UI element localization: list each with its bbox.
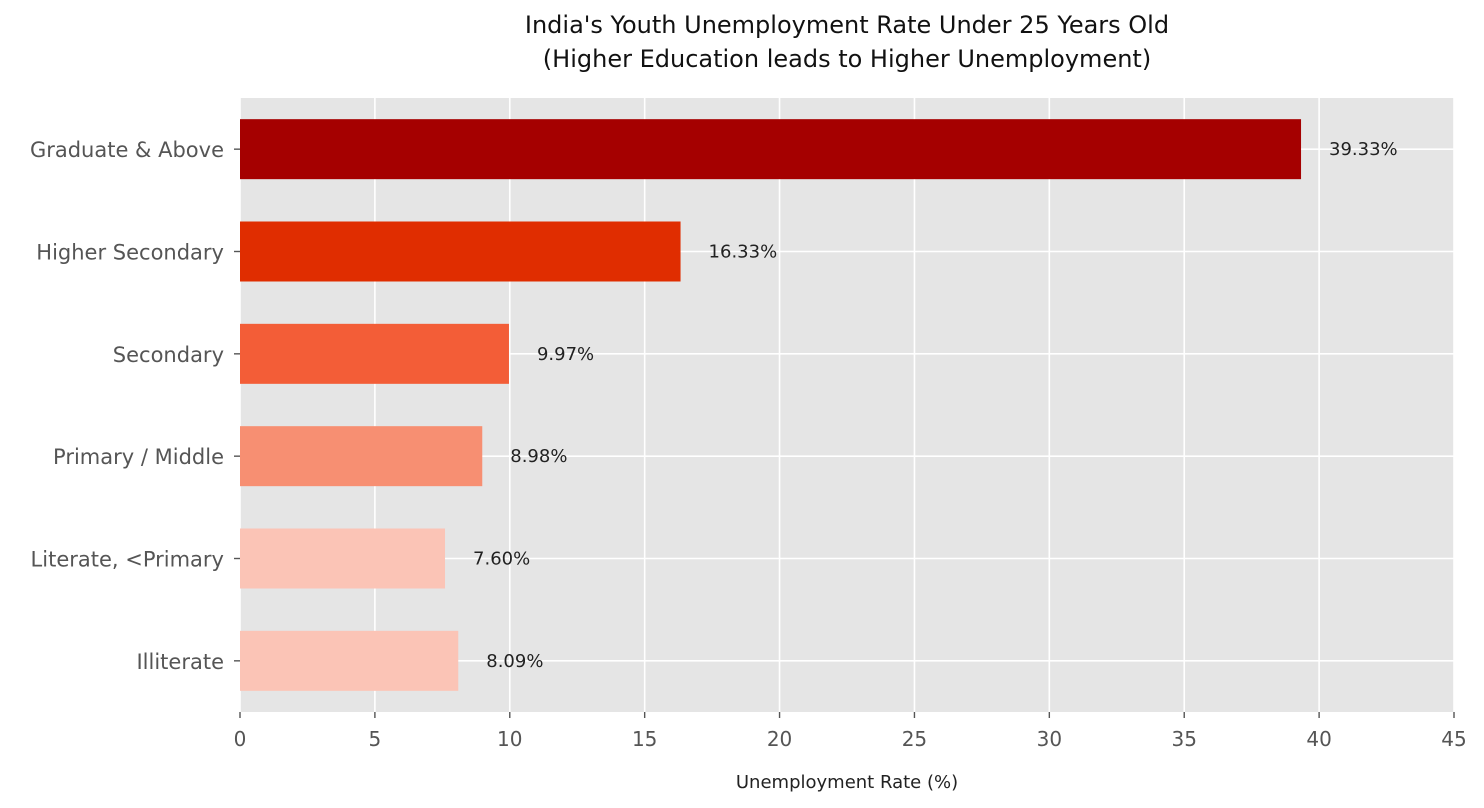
data-label: 8.98% [510, 446, 567, 467]
x-tick-label: 5 [369, 727, 382, 751]
x-axis-title: Unemployment Rate (%) [736, 772, 958, 793]
category-label: Literate, <Primary [31, 548, 224, 572]
data-label: 16.33% [709, 242, 778, 263]
bar [240, 426, 483, 487]
x-tick-label: 30 [1037, 727, 1062, 751]
bar [240, 221, 681, 282]
bar [240, 323, 509, 384]
bar [240, 119, 1302, 180]
data-label: 8.09% [486, 651, 543, 672]
bar [240, 630, 459, 691]
x-tick-label: 35 [1171, 727, 1196, 751]
chart-subtitle: (Higher Education leads to Higher Unempl… [542, 45, 1152, 73]
chart-title-block: India's Youth Unemployment Rate Under 25… [240, 8, 1454, 76]
x-tick-label: 40 [1306, 727, 1331, 751]
data-label: 7.60% [473, 549, 530, 570]
category-label: Secondary [113, 343, 224, 367]
category-label: Illiterate [136, 650, 224, 674]
x-tick-label: 10 [497, 727, 522, 751]
x-tick-label: 45 [1441, 727, 1466, 751]
plot-area [240, 98, 1454, 712]
bar [240, 528, 446, 589]
x-tick-label: 0 [234, 727, 247, 751]
category-label: Graduate & Above [30, 138, 224, 162]
data-label: 9.97% [537, 344, 594, 365]
x-tick-label: 20 [767, 727, 792, 751]
chart-title: India's Youth Unemployment Rate Under 25… [524, 11, 1170, 39]
x-tick-label: 25 [902, 727, 927, 751]
category-label: Primary / Middle [53, 445, 224, 469]
category-label: Higher Secondary [36, 241, 224, 265]
x-tick-label: 15 [632, 727, 657, 751]
data-label: 39.33% [1329, 139, 1398, 160]
